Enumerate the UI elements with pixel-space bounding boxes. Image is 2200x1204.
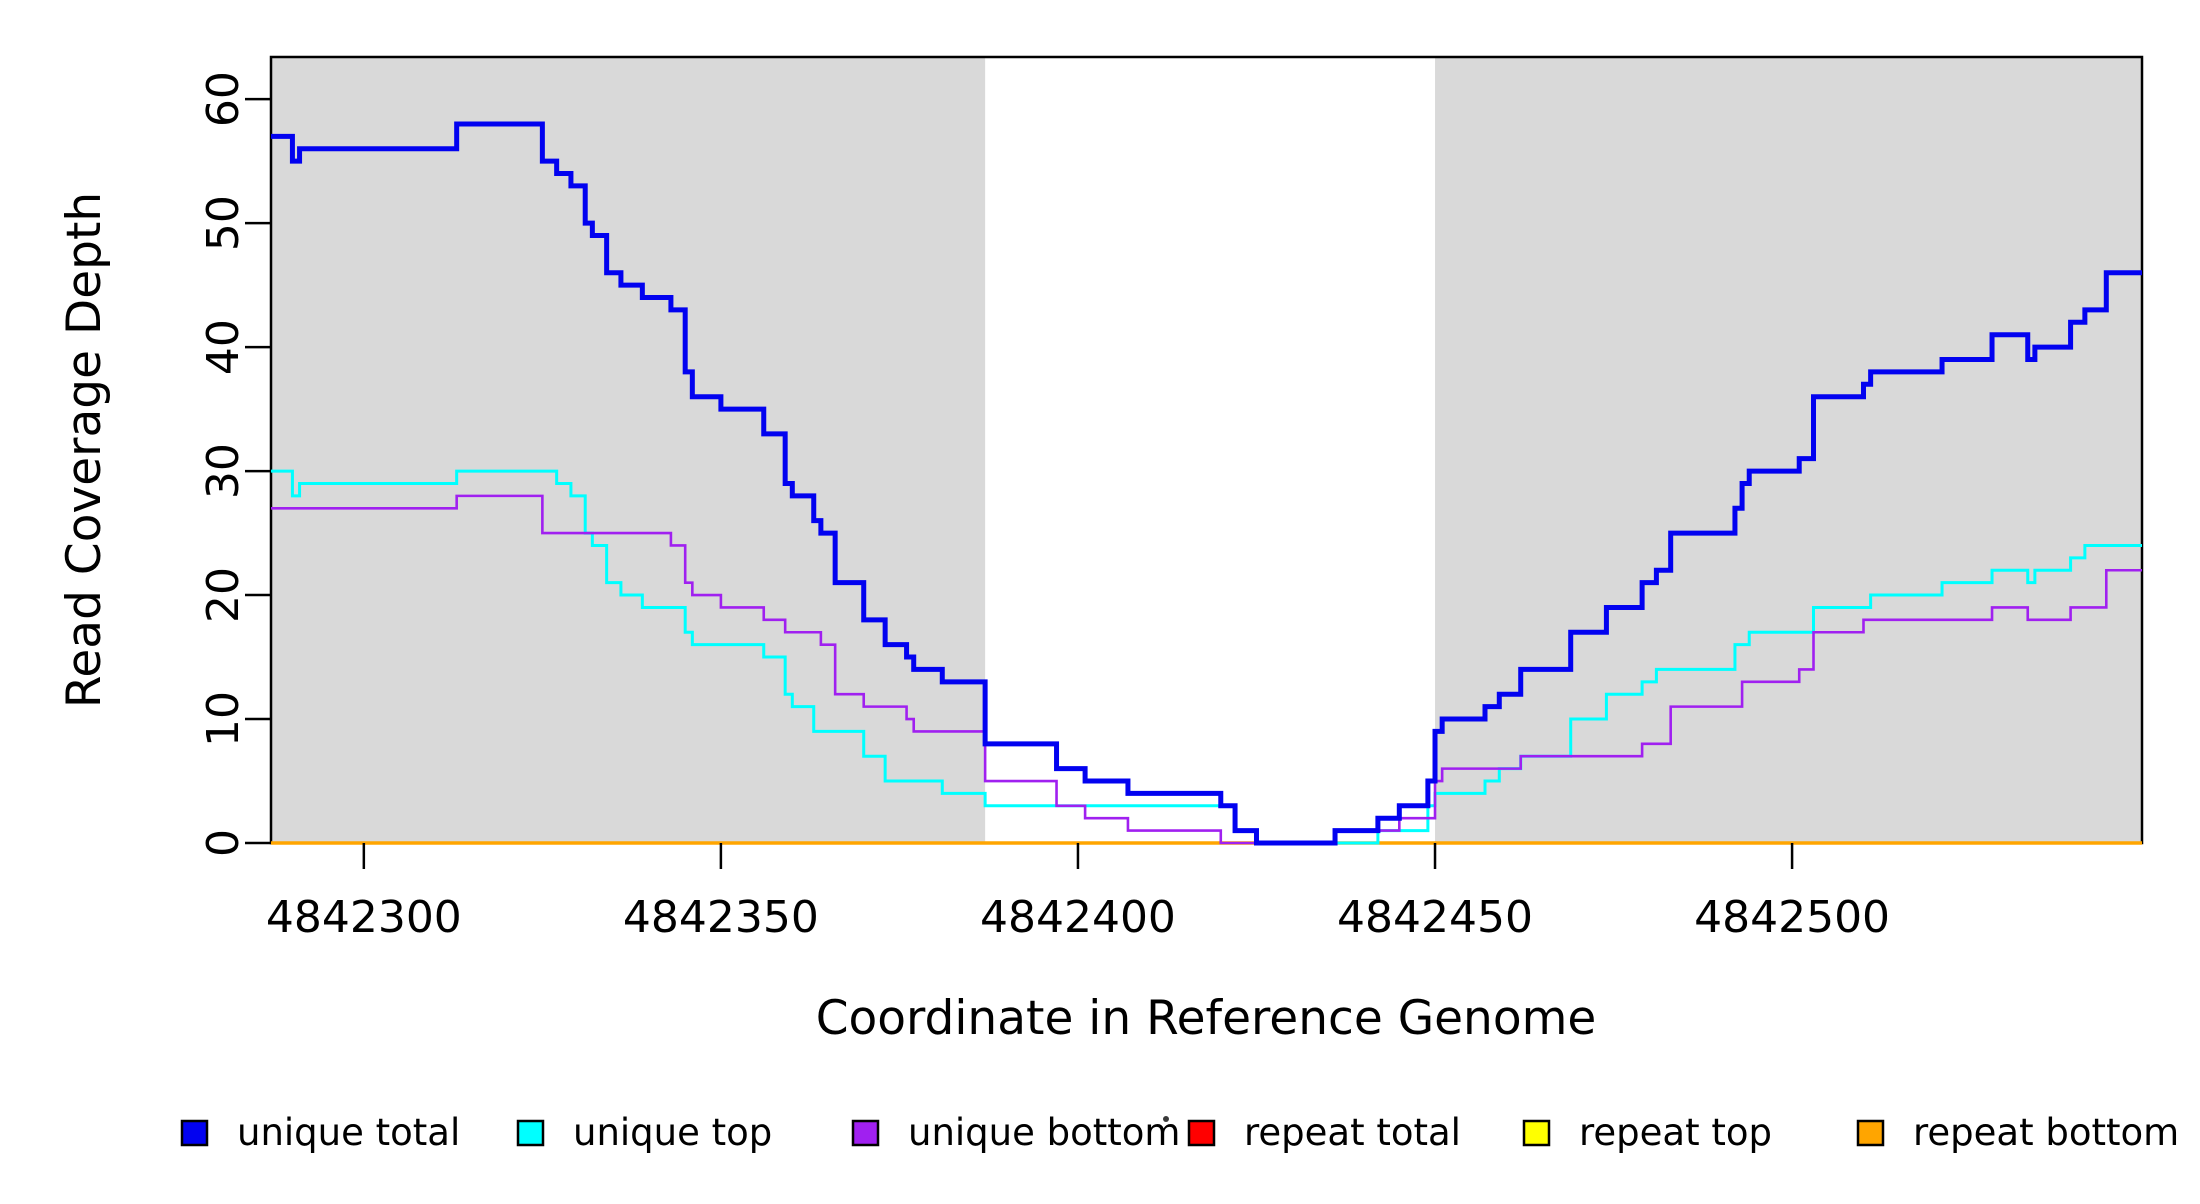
legend-swatch-unique-top xyxy=(516,1119,545,1147)
legend-swatch-repeat-bottom xyxy=(1856,1119,1885,1147)
series-line-unique-bottom xyxy=(271,494,2142,845)
legend-label: repeat bottom xyxy=(1913,1111,2179,1154)
series-layer xyxy=(271,121,2142,846)
y-tick-label: 50 xyxy=(198,195,249,251)
legend-label: unique bottom xyxy=(908,1111,1180,1154)
y-axis-title: Read Coverage Depth xyxy=(57,192,112,708)
series-line-unique-total xyxy=(271,121,2142,846)
shaded-regions-layer xyxy=(271,57,2142,843)
x-axis-title: Coordinate in Reference Genome xyxy=(816,991,1597,1046)
x-tick-label: 4842350 xyxy=(623,892,819,943)
legend-item-repeat-total: repeat total xyxy=(1187,1111,1461,1154)
legend-label: repeat total xyxy=(1244,1111,1461,1154)
legend-label: unique top xyxy=(573,1111,772,1154)
axes-layer: 4842300 4842350 4842400 4842450 4842500 0 10 20… xyxy=(198,71,1890,943)
x-tick-label: 4842500 xyxy=(1694,892,1890,943)
legend-item-repeat-bottom: repeat bottom xyxy=(1856,1111,2179,1154)
shaded-region xyxy=(271,57,986,843)
y-tick-label: 10 xyxy=(198,691,249,747)
legend-swatch-repeat-top xyxy=(1522,1119,1551,1147)
y-tick-label: 20 xyxy=(198,567,249,623)
legend-swatch-unique-total xyxy=(180,1119,209,1147)
y-tick-label: 40 xyxy=(198,319,249,375)
x-tick-label: 4842400 xyxy=(980,892,1176,943)
legend-item-repeat-top: repeat top xyxy=(1522,1111,1772,1154)
stray-dot-mark xyxy=(1163,1116,1169,1122)
legend-item-unique-bottom: unique bottom xyxy=(851,1111,1180,1154)
legend-swatch-repeat-total xyxy=(1187,1119,1216,1147)
legend-item-unique-total: unique total xyxy=(180,1111,460,1154)
shaded-region xyxy=(1435,57,2142,843)
legend-label: repeat top xyxy=(1579,1111,1772,1154)
legend: unique total unique top unique bottom repea… xyxy=(180,1111,2179,1154)
legend-swatch-unique-bottom xyxy=(851,1119,880,1147)
x-tick-label: 4842450 xyxy=(1337,892,1533,943)
x-tick-label: 4842300 xyxy=(266,892,462,943)
y-tick-label: 30 xyxy=(198,443,249,499)
legend-label: unique total xyxy=(237,1111,460,1154)
y-tick-label: 60 xyxy=(198,71,249,127)
y-tick-label: 0 xyxy=(198,829,249,857)
legend-item-unique-top: unique top xyxy=(516,1111,772,1154)
